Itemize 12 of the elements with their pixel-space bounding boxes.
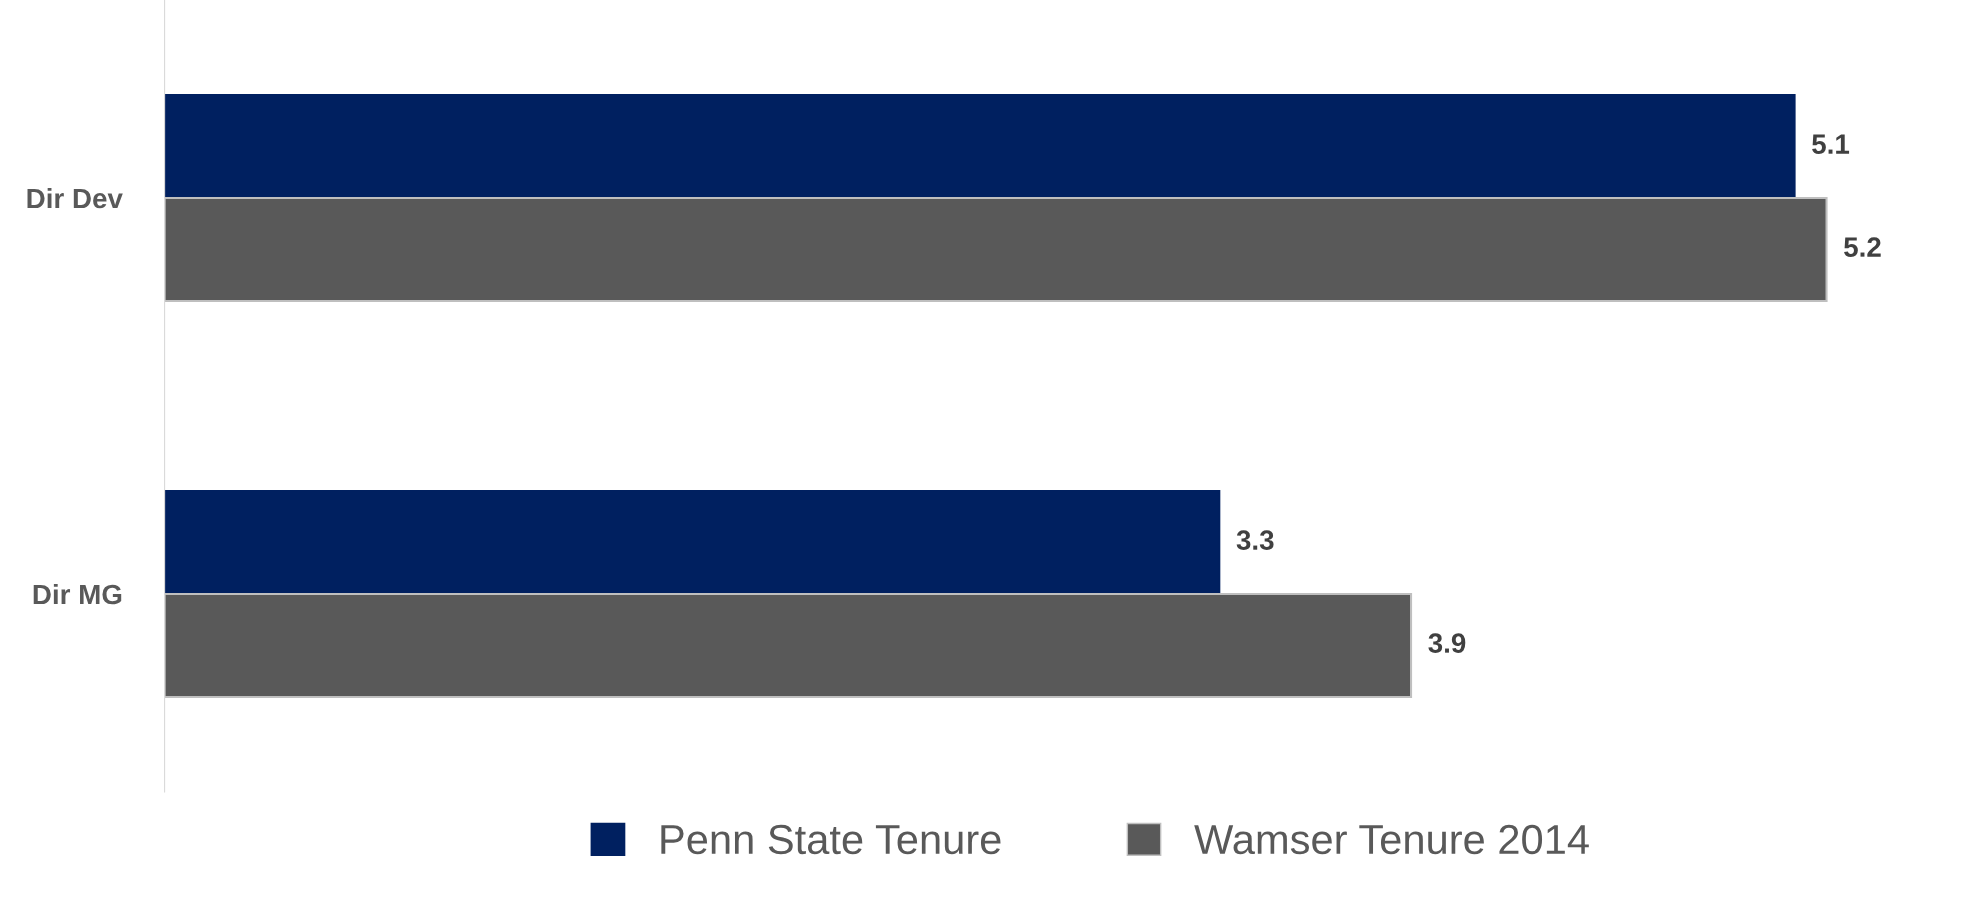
data-label: 5.1 (1812, 134, 1850, 154)
bar (164, 94, 1796, 200)
bar (164, 490, 1221, 596)
data-label: 3.9 (1428, 633, 1466, 653)
bar (164, 196, 1828, 302)
data-label: 5.2 (1844, 237, 1881, 257)
data-label: 3.3 (1236, 530, 1274, 551)
legend-label: Penn State Tenure (661, 824, 1001, 855)
bar (164, 592, 1413, 698)
y-tick-label: Dir MG (33, 583, 122, 605)
y-tick-label: Dir Dev (27, 187, 123, 209)
legend-label: Wamser Tenure 2014 (1194, 824, 1589, 855)
